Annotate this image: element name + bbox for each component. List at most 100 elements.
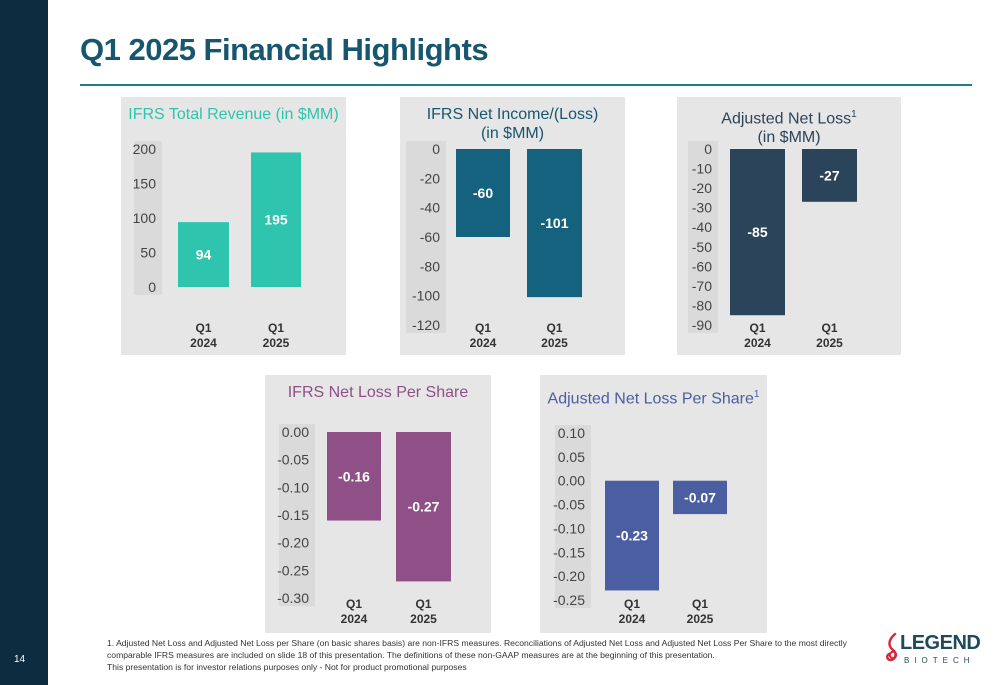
ifrs-total-revenue-in-mm-y-tick: 0 bbox=[148, 279, 156, 295]
page-title: Q1 2025 Financial Highlights bbox=[80, 32, 489, 67]
ifrs-net-income-loss-in-mm-x-tick: Q1 bbox=[546, 321, 562, 335]
adjusted-net-loss-per-share-bar bbox=[605, 480, 659, 591]
adjusted-net-loss-per-share-x-tick: 2025 bbox=[687, 612, 714, 626]
ifrs-net-income-loss-in-mm-x-tick: 2025 bbox=[541, 336, 568, 350]
adjusted-net-loss-per-share-y-tick: -0.15 bbox=[553, 544, 585, 560]
ifrs-net-income-loss-in-mm-bar bbox=[456, 149, 510, 237]
adjusted-net-loss-in-mm-y-tick: -70 bbox=[692, 278, 712, 294]
chart-panel-ifrs-net-loss-per-share: IFRS Net Loss Per Share 0.00 -0.05 -0.10 -0.… bbox=[265, 375, 491, 633]
ifrs-net-income-loss-in-mm-y-tick: -20 bbox=[420, 170, 440, 186]
ifrs-net-loss-per-share-title: IFRS Net Loss Per Share bbox=[265, 383, 491, 402]
ifrs-net-loss-per-share-data-label: -0.27 bbox=[408, 499, 440, 515]
ifrs-net-loss-per-share-x-tick: 2025 bbox=[410, 612, 437, 626]
adjusted-net-loss-per-share-bar bbox=[673, 480, 727, 515]
ifrs-net-loss-per-share-y-axis-band bbox=[279, 424, 315, 606]
adjusted-net-loss-per-share-y-tick: -0.05 bbox=[553, 497, 585, 513]
adjusted-net-loss-in-mm-y-tick: -80 bbox=[692, 297, 712, 313]
adjusted-net-loss-per-share-y-axis-band bbox=[555, 425, 591, 608]
adjusted-net-loss-per-share-x-tick: Q1 bbox=[692, 597, 708, 611]
adjusted-net-loss-per-share-y-tick: -0.20 bbox=[553, 568, 585, 584]
ifrs-total-revenue-in-mm-title: IFRS Total Revenue (in $MM) bbox=[121, 105, 346, 124]
adjusted-net-loss-in-mm-y-tick: -10 bbox=[692, 161, 712, 177]
ifrs-net-income-loss-in-mm-data-label: -60 bbox=[473, 185, 493, 201]
adjusted-net-loss-in-mm-footnote-marker: 1 bbox=[851, 109, 857, 120]
ifrs-net-income-loss-in-mm-data-label: -101 bbox=[540, 215, 568, 231]
ifrs-net-income-loss-in-mm-y-tick: -80 bbox=[420, 258, 440, 274]
ifrs-total-revenue-in-mm-x-tick: Q1 bbox=[195, 321, 211, 335]
adjusted-net-loss-in-mm-data-label: -27 bbox=[819, 167, 839, 183]
ifrs-total-revenue-in-mm-x-tick: Q1 bbox=[268, 321, 284, 335]
adjusted-net-loss-in-mm-x-tick: Q1 bbox=[821, 321, 837, 335]
adjusted-net-loss-per-share-x-tick: 2024 bbox=[619, 612, 646, 626]
ifrs-net-income-loss-in-mm-x-tick: Q1 bbox=[475, 321, 491, 335]
ifrs-total-revenue-in-mm-x-tick: 2025 bbox=[263, 336, 290, 350]
adjusted-net-loss-in-mm-title-line-1: Adjusted Net Loss bbox=[721, 110, 852, 128]
adjusted-net-loss-in-mm-chart: 0-10-20-30-40-50-60-70-80-90-85Q12024-27… bbox=[688, 141, 857, 350]
ifrs-net-loss-per-share-x-tick: Q1 bbox=[346, 597, 362, 611]
ifrs-total-revenue-in-mm-data-label: 94 bbox=[196, 247, 212, 263]
ifrs-net-loss-per-share-y-tick: -0.20 bbox=[277, 535, 309, 551]
ifrs-net-loss-per-share-title-line-1: IFRS Net Loss Per Share bbox=[287, 384, 469, 401]
ifrs-net-loss-per-share-y-tick: -0.05 bbox=[277, 452, 309, 468]
adjusted-net-loss-per-share-x-tick: Q1 bbox=[624, 597, 640, 611]
ifrs-total-revenue-in-mm-y-tick: 50 bbox=[140, 245, 156, 261]
ifrs-net-loss-per-share-bar bbox=[327, 432, 381, 521]
ifrs-total-revenue-in-mm-title-line-1: IFRS Total Revenue (in $MM) bbox=[128, 106, 339, 123]
adjusted-net-loss-in-mm-bar bbox=[730, 149, 785, 316]
adjusted-net-loss-per-share-y-tick: -0.25 bbox=[553, 592, 585, 608]
ifrs-total-revenue-in-mm-y-tick: 150 bbox=[133, 176, 157, 192]
adjusted-net-loss-per-share-y-tick: -0.10 bbox=[553, 520, 585, 536]
logo-mark-icon bbox=[886, 632, 898, 662]
chart-panel-ifrs-net-income: IFRS Net Income/(Loss) (in $MM) 0 -20 -40 -60… bbox=[400, 97, 625, 355]
adjusted-net-loss-per-share-y-tick: 0.10 bbox=[558, 425, 585, 441]
chart-panel-ifrs-total-revenue: IFRS Total Revenue (in $MM) 200 150 100 50 0 9… bbox=[121, 97, 346, 355]
adjusted-net-loss-in-mm-x-tick: Q1 bbox=[749, 321, 765, 335]
adjusted-net-loss-per-share-y-tick: 0.05 bbox=[558, 449, 585, 465]
footnote-disclaimer: 1. Adjusted Net Loss and Adjusted Net Lo… bbox=[107, 638, 847, 660]
ifrs-net-income-loss-in-mm-x-tick: 2024 bbox=[470, 336, 497, 350]
adjusted-net-loss-per-share-footnote-marker: 1 bbox=[753, 389, 760, 400]
ifrs-net-loss-per-share-x-tick: 2024 bbox=[341, 612, 368, 626]
adjusted-net-loss-in-mm-y-tick: -60 bbox=[692, 258, 712, 274]
ifrs-net-loss-per-share-y-tick: -0.30 bbox=[277, 590, 309, 606]
adjusted-net-loss-per-share-chart: 0.10 0.05 0.00 -0.05 -0.10 -0.15 -0.20 -0.25 -0.… bbox=[553, 425, 727, 626]
ifrs-total-revenue-in-mm-bar bbox=[251, 152, 301, 287]
ifrs-net-loss-per-share-bar bbox=[396, 432, 451, 582]
adjusted-net-loss-in-mm-y-tick: -50 bbox=[692, 239, 712, 255]
ifrs-net-income-loss-in-mm-y-axis-band bbox=[406, 141, 446, 333]
ifrs-net-income-loss-in-mm-y-tick: -120 bbox=[412, 317, 440, 333]
ifrs-net-loss-per-share-y-tick: -0.25 bbox=[277, 562, 309, 578]
ifrs-total-revenue-in-mm-bar bbox=[178, 222, 229, 287]
adjusted-net-loss-in-mm-y-tick: -90 bbox=[692, 317, 712, 333]
ifrs-net-income-loss-in-mm-y-tick: -100 bbox=[412, 288, 440, 304]
ifrs-net-loss-per-share-y-tick: 0.00 bbox=[282, 424, 309, 440]
adjusted-net-loss-in-mm-x-tick: 2024 bbox=[744, 336, 771, 350]
adjusted-net-loss-in-mm-x-tick: 2025 bbox=[816, 336, 843, 350]
logo-wordmark: LEGEND bbox=[900, 632, 981, 654]
adjusted-net-loss-in-mm-title: Adjusted Net Loss1 (in $MM) bbox=[677, 105, 901, 147]
adjusted-net-loss-in-mm-y-tick: -40 bbox=[692, 219, 712, 235]
footnote-purpose: This presentation is for investor relati… bbox=[107, 662, 467, 672]
ifrs-net-loss-per-share-x-tick: Q1 bbox=[415, 597, 431, 611]
adjusted-net-loss-per-share-data-label: -0.23 bbox=[616, 528, 648, 544]
chart-panel-adjusted-net-loss: Adjusted Net Loss1 (in $MM) 0 -10 -20 -30 -40 -… bbox=[677, 97, 901, 355]
adjusted-net-loss-in-mm-y-tick: -20 bbox=[692, 180, 712, 196]
logo-subtitle: BIOTECH bbox=[904, 656, 975, 665]
ifrs-total-revenue-in-mm-data-label: 195 bbox=[264, 212, 288, 228]
adjusted-net-loss-per-share-title: Adjusted Net Loss Per Share1 bbox=[540, 385, 767, 408]
page-number: 14 bbox=[14, 654, 26, 665]
ifrs-net-loss-per-share-y-tick: -0.10 bbox=[277, 479, 309, 495]
adjusted-net-loss-in-mm-y-axis-band bbox=[688, 141, 718, 333]
adjusted-net-loss-in-mm-title-line-2: (in $MM) bbox=[757, 129, 821, 147]
ifrs-net-loss-per-share-chart: 0.00 -0.05 -0.10 -0.15 -0.20 -0.25 -0.30 -0.16 Q… bbox=[277, 424, 451, 626]
ifrs-net-income-loss-in-mm-y-tick: -40 bbox=[420, 200, 440, 216]
adjusted-net-loss-in-mm-y-tick: 0 bbox=[704, 141, 712, 157]
ifrs-net-income-loss-in-mm-title-line-1: IFRS Net Income/(Loss) bbox=[426, 106, 599, 123]
ifrs-total-revenue-in-mm-x-tick: 2024 bbox=[190, 336, 217, 350]
adjusted-net-loss-in-mm-y-tick: -30 bbox=[692, 200, 712, 216]
ifrs-net-income-loss-in-mm-y-tick: 0 bbox=[432, 141, 440, 157]
adjusted-net-loss-in-mm-data-label: -85 bbox=[747, 224, 767, 240]
legend-biotech-logo: LEGEND BIOTECH bbox=[884, 630, 981, 676]
